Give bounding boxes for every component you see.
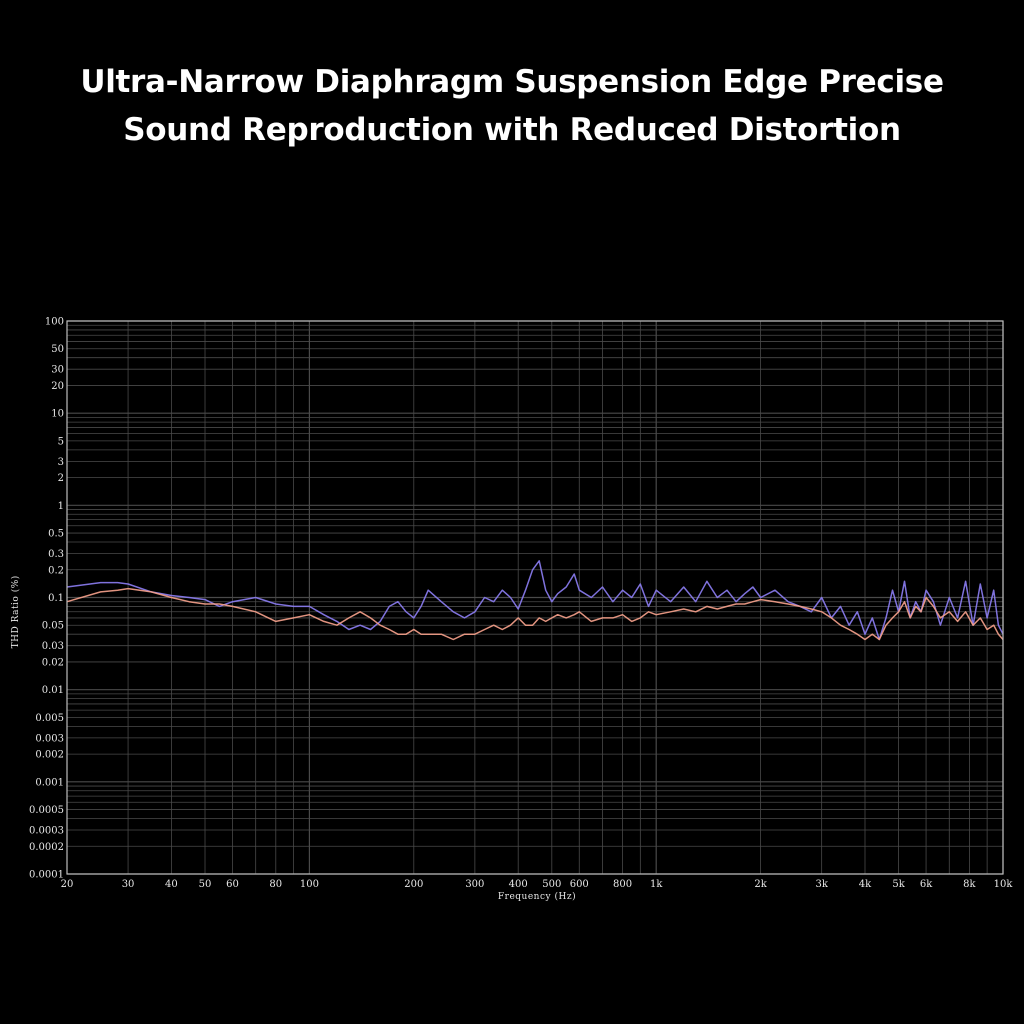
series-line-2	[66, 587, 1004, 641]
y-tick-label: 0.003	[35, 733, 64, 744]
y-tick-label: 0.3	[48, 549, 64, 560]
y-tick-label: 0.001	[35, 777, 64, 788]
y-tick-label: 30	[51, 365, 64, 376]
x-tick-label: 6k	[920, 879, 933, 890]
y-tick-label: 0.02	[42, 657, 64, 668]
y-tick-label: 0.5	[48, 529, 64, 540]
headline-line-1: Ultra-Narrow Diaphragm Suspension Edge P…	[80, 64, 944, 100]
x-tick-label: 300	[465, 879, 484, 890]
headline-line-2: Sound Reproduction with Reduced Distorti…	[123, 112, 901, 148]
x-tick-label: 100	[300, 879, 319, 890]
x-tick-label: 30	[122, 879, 135, 890]
y-tick-labels: 100 50 30 20 10 5 3 2 1 0.5 0.3 0.2 0.1 0.05 0.03 0.02 0…	[29, 317, 64, 881]
x-tick-label: 8k	[963, 879, 976, 890]
x-tick-label: 5k	[892, 879, 905, 890]
x-tick-labels: 20 30 40 50 60 80 100 200 300 400 500 600 800 1k 2k 3k 4…	[61, 879, 1014, 890]
chart-grid	[66, 320, 1004, 875]
y-tick-label: 20	[51, 381, 64, 392]
x-tick-label: 4k	[859, 879, 872, 890]
y-tick-label: 5	[58, 436, 64, 447]
plot-frame	[66, 320, 1004, 875]
y-tick-label: 0.01	[42, 685, 64, 696]
y-axis-label: THD Ratio (%)	[10, 575, 21, 648]
x-tick-label: 1k	[650, 879, 663, 890]
y-tick-label: 100	[45, 317, 64, 328]
y-tick-label: 0.03	[42, 641, 64, 652]
y-tick-label: 1	[58, 501, 64, 512]
series-line-1	[66, 560, 1004, 641]
x-tick-label: 3k	[815, 879, 828, 890]
y-tick-label: 0.005	[35, 713, 64, 724]
y-tick-label: 0.0001	[29, 870, 64, 881]
x-tick-label: 40	[165, 879, 178, 890]
x-tick-label: 20	[61, 879, 74, 890]
x-tick-label: 10k	[994, 879, 1014, 890]
headline: Ultra-Narrow Diaphragm Suspension Edge P…	[0, 58, 1024, 154]
y-tick-label: 50	[51, 344, 64, 355]
y-tick-label: 0.002	[35, 750, 64, 761]
x-tick-label: 600	[570, 879, 589, 890]
x-tick-label: 50	[199, 879, 212, 890]
chart-series	[66, 560, 1004, 641]
y-tick-label: 0.05	[42, 621, 64, 632]
x-tick-label: 200	[404, 879, 423, 890]
x-axis-label: Frequency (Hz)	[498, 891, 576, 902]
y-tick-label: 0.2	[48, 565, 64, 576]
x-tick-label: 800	[613, 879, 632, 890]
x-tick-label: 400	[509, 879, 528, 890]
y-tick-label: 0.0002	[29, 842, 64, 853]
x-tick-label: 2k	[754, 879, 767, 890]
y-tick-label: 10	[51, 409, 64, 420]
y-tick-label: 0.0005	[29, 805, 64, 816]
x-tick-label: 60	[226, 879, 239, 890]
x-tick-label: 500	[542, 879, 561, 890]
y-tick-label: 2	[58, 473, 64, 484]
y-tick-label: 0.1	[48, 593, 64, 604]
y-tick-label: 0.0003	[29, 826, 64, 837]
x-tick-label: 80	[269, 879, 282, 890]
y-tick-label: 3	[58, 457, 64, 468]
